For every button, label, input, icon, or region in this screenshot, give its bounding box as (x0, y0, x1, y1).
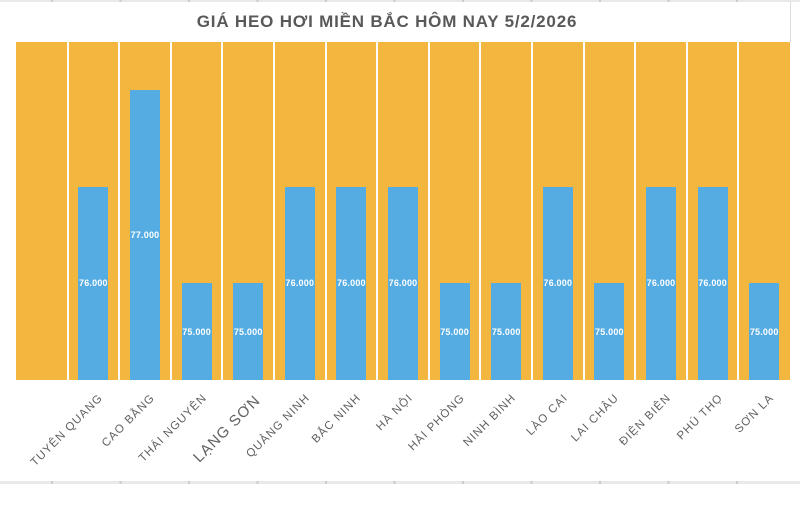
bar-value-label: 77.000 (130, 230, 160, 241)
bar-value-label: 75.000 (440, 326, 469, 337)
screen: { "header": { "title": "GIÁ HEO HƠI MIỀN… (0, 0, 800, 484)
bar: 77.000 (130, 90, 160, 380)
bar: 76.000 (284, 186, 315, 380)
plot-gridline (582, 42, 585, 380)
plot-gridline (737, 42, 740, 380)
bar: 75.000 (491, 283, 522, 380)
spreadsheet-cell-gridline (790, 2, 791, 42)
plot-gridline (273, 42, 275, 380)
bar: 75.000 (439, 283, 470, 380)
bar-value-label: 75.000 (595, 326, 624, 337)
bar-value-label: 75.000 (749, 326, 779, 337)
bar: 76.000 (542, 186, 573, 380)
plot-gridline (634, 42, 637, 380)
plot-gridline (221, 42, 224, 380)
plot-gridline (169, 42, 172, 380)
bar-value-label: 75.000 (491, 326, 521, 337)
plot-gridline (118, 42, 121, 380)
plot-gridline (685, 42, 688, 380)
plot-gridline (324, 42, 327, 380)
cropped-spreadsheet-row-bottom (0, 481, 800, 484)
bar: 76.000 (78, 186, 109, 380)
plot-gridline (66, 42, 69, 380)
plot-gridline (427, 42, 430, 380)
plot-gridline (531, 42, 533, 380)
bar: 75.000 (233, 283, 264, 380)
cropped-spreadsheet-row-top (0, 0, 800, 2)
bar: 76.000 (336, 186, 367, 380)
bar-value-label: 76.000 (79, 278, 108, 289)
plot-gridline (479, 42, 482, 380)
bar: 76.000 (697, 186, 728, 380)
bar: 76.000 (646, 186, 676, 380)
bar-value-label: 75.000 (182, 326, 211, 337)
bar-value-label: 76.000 (285, 278, 315, 289)
bar-value-label: 76.000 (337, 278, 366, 289)
chart-title: GIÁ HEO HƠI MIỀN BẮC HÔM NAY 5/2/2026 (196, 12, 578, 31)
bar: 75.000 (181, 283, 212, 380)
bar-value-label: 76.000 (388, 278, 418, 289)
bar: 75.000 (594, 283, 625, 380)
bar: 76.000 (388, 186, 418, 380)
bar-value-label: 76.000 (698, 278, 727, 289)
bar: 75.000 (749, 283, 780, 380)
plot-area: 76.000 77.000 75.000 75.000 76.000 76.000 76.0… (16, 42, 790, 380)
bar-value-label: 76.000 (543, 278, 573, 289)
plot-gridline (376, 42, 379, 380)
category-axis: TUYÊN QUANG CAO BẰNG THÁI NGUYÊN LẠNG SƠN QU… (16, 380, 800, 481)
bar-value-label: 76.000 (646, 278, 676, 289)
bar-value-label: 75.000 (233, 326, 263, 337)
